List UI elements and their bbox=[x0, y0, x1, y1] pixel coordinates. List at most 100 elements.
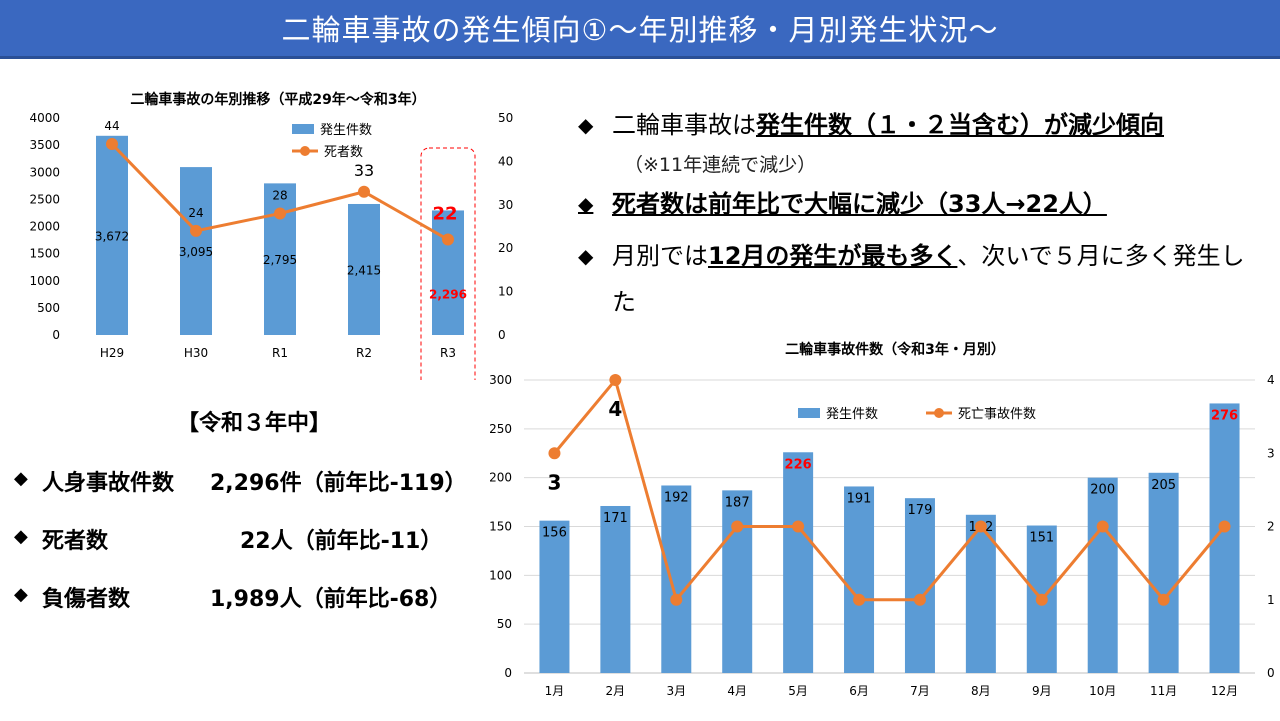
x-tick-label: R1 bbox=[272, 346, 288, 360]
summary-row-deaths: ◆ 死者数 22人（前年比-11） bbox=[14, 523, 474, 581]
diamond-bullet-icon: ◆ bbox=[14, 584, 28, 605]
bar-value-label: 191 bbox=[847, 491, 872, 506]
summary-value: 22人（前年比-11） bbox=[240, 529, 443, 554]
summary-panel: 【令和３年中】 ◆ 人身事故件数 2,296件（前年比-119） ◆ 死者数 2… bbox=[14, 405, 474, 639]
bar-value-label: 192 bbox=[664, 490, 689, 505]
y-left-tick-label: 200 bbox=[489, 471, 512, 485]
x-tick-label: 3月 bbox=[666, 684, 686, 698]
y-left-tick-label: 1000 bbox=[29, 274, 60, 288]
bar-value-label: 2,415 bbox=[347, 263, 381, 277]
y-right-tick-label: 30 bbox=[498, 198, 513, 212]
header-banner: 二輪車事故の発生傾向①～年別推移・月別発生状況～ bbox=[0, 0, 1280, 59]
y-left-tick-label: 250 bbox=[489, 422, 512, 436]
summary-value: 2,296件（前年比-119） bbox=[210, 471, 467, 496]
summary-label: 人身事故件数 bbox=[42, 471, 175, 496]
diamond-bullet-icon: ◆ bbox=[578, 192, 594, 216]
bar bbox=[539, 520, 570, 673]
bar bbox=[783, 452, 814, 673]
y-left-tick-label: 100 bbox=[489, 568, 512, 582]
point-3: ◆ 月別では12月の発生が最も多く、次いで５月に多く発生した bbox=[578, 233, 1268, 325]
summary-value: 1,989人（前年比-68） bbox=[210, 587, 452, 612]
y-left-tick-label: 4000 bbox=[29, 111, 60, 125]
legend-label: 死者数 bbox=[324, 145, 363, 160]
diamond-bullet-icon: ◆ bbox=[578, 244, 594, 268]
chart-title: 二輪車事故件数（令和3年・月別） bbox=[785, 341, 1005, 358]
line-marker bbox=[731, 520, 744, 533]
bar bbox=[1148, 472, 1179, 673]
x-tick-label: 1月 bbox=[545, 684, 565, 698]
x-tick-label: 6月 bbox=[849, 684, 869, 698]
legend-label: 発生件数 bbox=[826, 407, 878, 422]
line-marker bbox=[274, 207, 286, 220]
yearly-trend-chart: 二輪車事故の年別推移（平成29年～令和3年）050010001500200025… bbox=[29, 91, 513, 380]
line-marker bbox=[792, 520, 805, 533]
line-marker bbox=[974, 520, 987, 533]
point-1-note: （※11年連続で減少） bbox=[624, 154, 817, 176]
y-left-tick-label: 1500 bbox=[29, 247, 60, 261]
y-right-tick-label: 4 bbox=[1267, 373, 1275, 387]
y-right-tick-label: 40 bbox=[498, 154, 513, 168]
bar-value-label: 2,795 bbox=[263, 253, 297, 267]
line-marker bbox=[1096, 520, 1109, 533]
bar-value-label: 3,095 bbox=[179, 245, 213, 259]
bar-value-label: 3,672 bbox=[95, 229, 129, 243]
x-tick-label: 12月 bbox=[1211, 684, 1238, 698]
y-right-tick-label: 50 bbox=[498, 111, 513, 125]
summary-label: 死者数 bbox=[42, 529, 109, 554]
bar-value-label: 179 bbox=[908, 503, 933, 518]
line-marker bbox=[1218, 520, 1231, 533]
y-right-tick-label: 2 bbox=[1267, 520, 1275, 534]
y-right-tick-label: 10 bbox=[498, 285, 513, 299]
bar bbox=[180, 167, 212, 335]
bar-value-label: 171 bbox=[603, 511, 628, 526]
bar-value-label: 2,296 bbox=[429, 288, 467, 302]
chart-title: 二輪車事故の年別推移（平成29年～令和3年） bbox=[130, 91, 425, 108]
legend-bar-swatch bbox=[798, 408, 820, 418]
x-tick-label: 10月 bbox=[1089, 684, 1116, 698]
point-2: ◆ 死者数は前年比で大幅に減少（33人→22人） bbox=[578, 187, 1268, 221]
line-value-label: 24 bbox=[188, 206, 203, 220]
line-marker bbox=[358, 185, 370, 198]
line-marker bbox=[913, 593, 926, 606]
y-left-tick-label: 0 bbox=[504, 666, 512, 680]
x-tick-label: 5月 bbox=[788, 684, 808, 698]
line-marker bbox=[853, 593, 866, 606]
bar-value-label: 276 bbox=[1211, 408, 1238, 423]
summary-row-injured: ◆ 負傷者数 1,989人（前年比-68） bbox=[14, 581, 474, 639]
line-value-label: 44 bbox=[104, 119, 119, 133]
bar bbox=[96, 135, 128, 335]
summary-row-injury-accidents: ◆ 人身事故件数 2,296件（前年比-119） bbox=[14, 465, 474, 523]
legend-label: 死亡事故件数 bbox=[958, 407, 1036, 422]
point-1: ◆ 二輪車事故は発生件数（１・２当含む）が減少傾向 bbox=[578, 108, 1268, 142]
bar bbox=[965, 514, 996, 673]
bar-value-label: 205 bbox=[1151, 478, 1176, 493]
line-marker bbox=[1035, 593, 1048, 606]
bar bbox=[661, 485, 692, 673]
summary-label: 負傷者数 bbox=[42, 587, 131, 612]
x-tick-label: 7月 bbox=[910, 684, 930, 698]
x-tick-label: H30 bbox=[184, 346, 208, 360]
bar bbox=[1087, 477, 1118, 673]
bar-value-label: 187 bbox=[725, 495, 750, 510]
point-3-emphasis: 12月の発生が最も多く bbox=[708, 242, 958, 270]
y-left-tick-label: 50 bbox=[497, 617, 512, 631]
y-left-tick-label: 2000 bbox=[29, 220, 60, 234]
x-tick-label: R2 bbox=[356, 346, 372, 360]
line-marker bbox=[1157, 593, 1170, 606]
y-right-tick-label: 20 bbox=[498, 241, 513, 255]
legend-line-marker bbox=[934, 408, 944, 418]
line-marker bbox=[609, 374, 622, 386]
point-2-text: 死者数は前年比で大幅に減少（33人→22人） bbox=[612, 190, 1107, 218]
x-tick-label: 11月 bbox=[1150, 684, 1177, 698]
bar-value-label: 156 bbox=[542, 526, 567, 541]
y-right-tick-label: 0 bbox=[498, 328, 506, 342]
point-3-prefix: 月別では bbox=[612, 242, 708, 270]
line-value-label: 28 bbox=[272, 188, 287, 202]
y-left-tick-label: 150 bbox=[489, 520, 512, 534]
x-tick-label: 9月 bbox=[1032, 684, 1052, 698]
bar-value-label: 200 bbox=[1090, 483, 1115, 498]
line-marker bbox=[442, 233, 454, 246]
point-1-prefix: 二輪車事故は bbox=[612, 111, 756, 139]
line-marker bbox=[190, 224, 202, 237]
point-3-suffix: 、次いで５月に多く発生した bbox=[612, 242, 1245, 316]
